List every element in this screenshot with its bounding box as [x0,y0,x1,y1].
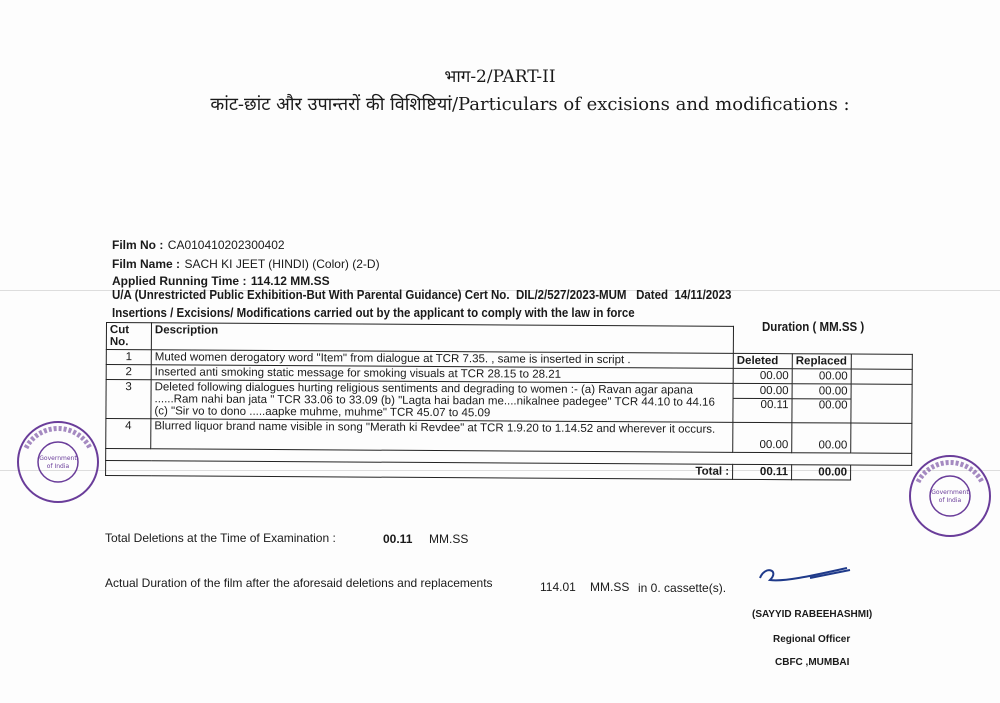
svg-text:Government: Government [931,489,969,496]
table-row: 4 Blurred liquor brand name visible in s… [105,418,912,454]
table-cell: 00.00 [791,422,851,454]
table-cell: 2 [106,364,152,380]
total-deletions-unit: MM.SS [429,532,469,546]
actual-duration-value: 114.01 [540,580,576,594]
table-cell: Deleted following dialogues hurting reli… [150,379,734,423]
table-row: 3 Deleted following dialogues hurting re… [105,379,913,424]
dated-label: Dated [636,288,669,302]
total-replaced: 00.00 [791,464,851,481]
replaced-value: 00.00 [792,398,851,412]
description-text: Deleted following dialogues hurting reli… [154,381,715,420]
film-name: SACH KI JEET (HINDI) (Color) (2-D) [184,257,380,271]
certificate-text: U/A (Unrestricted Public Exhibition-But … [112,288,510,302]
running-time: 114.12 MM.SS [250,274,330,288]
certificate-number: DIL/2/527/2023-MUM [515,288,627,302]
cassettes: in 0. cassette(s). [638,581,727,595]
table-caption: Insertions / Excisions/ Modifications ca… [112,306,635,320]
film-no: CA010410202300402 [167,238,285,252]
replaced-value: 00.00 [818,385,848,398]
certificate-line: U/A (Unrestricted Public Exhibition-But … [112,288,731,302]
signatory-name: (SAYYID RABEEHASHMI) [752,609,873,620]
film-no-line: Film No : CA010410202300402 [112,236,285,254]
header-replaced: Replaced [792,353,852,370]
header-deleted: Deleted [733,353,793,369]
part-heading: भाग-2/PART-II [444,67,556,87]
header-cut-no: Cut No. [106,322,152,350]
table-cell: Blurred liquor brand name visible in son… [150,418,733,453]
actual-duration-label: Actual Duration of the film after the af… [105,576,493,590]
running-time-label: Applied Running Time : [112,274,247,288]
table-cell: 1 [106,349,152,365]
svg-text:of India: of India [939,497,962,504]
table-cell: 00.00 00.00 [791,383,852,424]
svg-text:of India: of India [47,463,70,470]
film-no-label: Film No : [112,238,164,252]
signatory-office: CBFC ,MUMBAI [775,657,850,668]
table-cell: 00.00 [733,368,793,384]
table-cell: 00.00 [792,368,852,385]
total-deleted: 00.11 [732,464,792,480]
table-cell: 00.00 [732,422,792,453]
actual-duration-unit: MM.SS [590,580,630,594]
duration-label: Duration ( MM.SS ) [762,320,865,334]
excisions-table: Cut No. Description 1 Muted women deroga… [105,322,913,481]
page-title: कांट-छांट और उपान्तरों की विशिष्टियां/Pa… [210,94,850,115]
cbfc-stamp-left: Government of India [17,421,99,503]
running-time-line: Applied Running Time : 114.12 MM.SS [112,272,330,290]
total-deletions-value: 00.11 [383,532,413,546]
total-deletions-label: Total Deletions at the Time of Examinati… [105,531,336,545]
film-name-label: Film Name : [112,257,181,271]
deleted-value: 00.00 [759,384,789,398]
total-label: Total : [105,460,733,480]
scan-line [0,470,1000,471]
signature [759,567,851,582]
cbfc-stamp-right: Government of India [909,455,991,537]
header-description: Description [151,322,734,354]
deleted-value: 00.11 [733,397,792,412]
svg-text:Government: Government [39,455,77,462]
dated-value: 14/11/2023 [674,288,732,302]
table-cell: 00.00 00.11 [732,383,793,423]
table-cell: 3 [105,379,152,419]
signatory-designation: Regional Officer [773,634,851,645]
film-name-line: Film Name : SACH KI JEET (HINDI) (Color)… [112,255,380,273]
scan-line [0,290,1000,291]
table-cell: 4 [105,418,151,449]
